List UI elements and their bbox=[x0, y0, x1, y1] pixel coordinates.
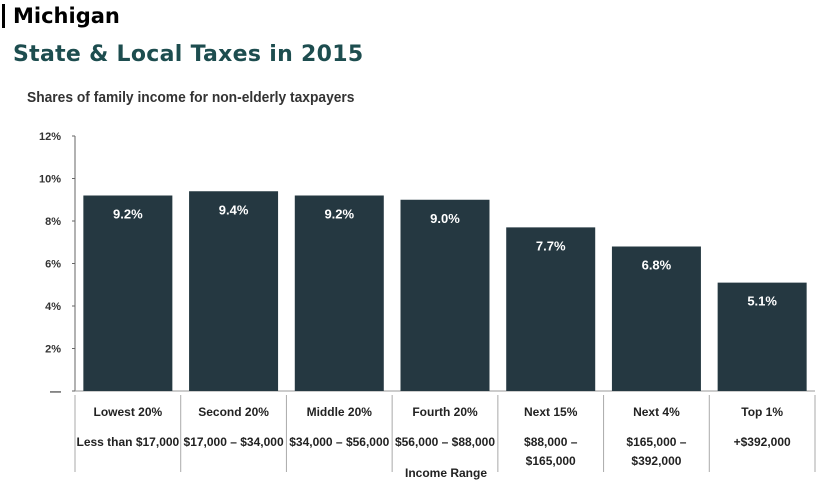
bar-value-label: 5.1% bbox=[747, 294, 777, 309]
bar bbox=[83, 195, 173, 391]
bar bbox=[611, 246, 701, 391]
x-income-range-label: +$392,000 bbox=[734, 435, 791, 449]
chart-title: State & Local Taxes in 2015 bbox=[13, 42, 364, 67]
x-axis-title: Income Range bbox=[405, 466, 487, 480]
y-tick-label: — bbox=[50, 386, 61, 398]
state-header: Michigan bbox=[2, 4, 120, 28]
bar-value-label: 9.2% bbox=[324, 207, 354, 222]
bar bbox=[506, 227, 596, 391]
x-income-range-label: $56,000 – $88,000 bbox=[395, 435, 495, 449]
y-tick-label: 10% bbox=[39, 174, 61, 186]
y-tick-label: 6% bbox=[45, 259, 61, 271]
bar-value-label: 9.4% bbox=[219, 202, 249, 217]
x-category-label: Top 1% bbox=[741, 405, 783, 419]
bar-value-label: 7.7% bbox=[536, 238, 566, 253]
bar bbox=[400, 199, 490, 391]
x-category-label: Second 20% bbox=[198, 405, 269, 419]
x-income-range-label: $392,000 bbox=[631, 454, 681, 468]
header-divider bbox=[2, 4, 5, 28]
x-income-range-label: $34,000 – $56,000 bbox=[289, 435, 389, 449]
x-income-range-label: $88,000 – bbox=[524, 435, 578, 449]
bar-value-label: 9.0% bbox=[430, 211, 460, 226]
bar-value-label: 6.8% bbox=[642, 258, 672, 273]
x-income-range-label: Less than $17,000 bbox=[76, 435, 179, 449]
x-category-label: Next 15% bbox=[524, 405, 578, 419]
bar bbox=[717, 282, 807, 391]
chart-subtitle: Shares of family income for non-elderly … bbox=[27, 89, 355, 106]
x-income-range-label: $17,000 – $34,000 bbox=[184, 435, 284, 449]
y-tick-label: 4% bbox=[45, 301, 61, 313]
x-category-label: Middle 20% bbox=[307, 405, 373, 419]
x-income-range-label: $165,000 bbox=[526, 454, 576, 468]
y-tick-label: 12% bbox=[39, 131, 61, 143]
y-tick-label: 8% bbox=[45, 216, 61, 228]
x-category-label: Next 4% bbox=[633, 405, 680, 419]
bar-value-label: 9.2% bbox=[113, 207, 143, 222]
x-category-label: Fourth 20% bbox=[412, 405, 478, 419]
y-tick-label: 2% bbox=[45, 344, 61, 356]
state-name: Michigan bbox=[13, 4, 120, 28]
x-category-label: Lowest 20% bbox=[94, 405, 163, 419]
bar bbox=[294, 195, 384, 391]
bar bbox=[189, 191, 279, 391]
x-income-range-label: $165,000 – bbox=[626, 435, 686, 449]
